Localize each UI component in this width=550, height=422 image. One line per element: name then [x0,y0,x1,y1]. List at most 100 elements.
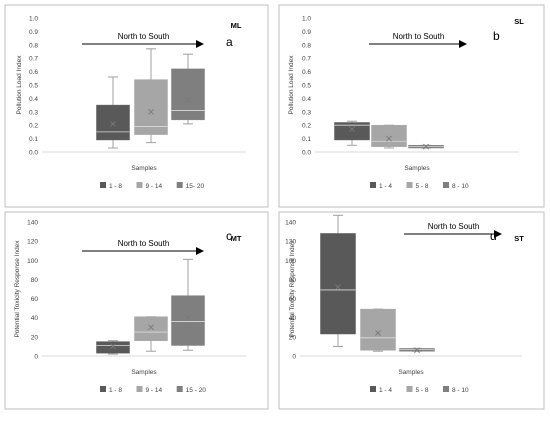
x-axis-title: Samples [131,165,157,172]
legend-swatch [136,182,143,188]
box-iqr [134,79,168,135]
y-axis-title: Potential Toxicity Response Index [14,240,21,338]
panel-code: ST [514,234,524,243]
y-tick-label: 100 [285,258,296,265]
y-tick-label: 1.0 [29,16,38,23]
legend: 1 - 4 5 - 8 8 - 10 [370,182,469,190]
x-axis-title: Samples [398,369,424,376]
legend-label: 15- 20 [186,183,205,190]
panel-code: MT [231,234,242,243]
legend-label: 8 - 10 [452,183,469,190]
legend: 1 - 4 5 - 8 8 - 10 [370,386,469,394]
y-tick-label: 0.6 [302,69,311,76]
panel-frame [278,211,545,410]
panel-letter: b [493,29,500,43]
y-axis-title: Pollution Load Index [288,55,295,115]
box-2 [171,258,205,351]
y-tick-label: 0 [292,354,296,361]
box-iqr [334,122,370,141]
legend-swatch [370,182,376,188]
y-axis-title: Pollution Load Index [16,55,23,115]
box-iqr [96,104,130,141]
legend-label: 1 - 4 [379,387,392,394]
legend: 1 - 8 9 - 14 15 - 20 [100,386,206,394]
y-tick-label: 0.7 [29,56,38,63]
box-iqr [371,124,407,147]
legend-swatch [406,386,413,392]
mean-marker [386,135,392,142]
y-tick-label: 140 [27,220,38,227]
mean-marker [185,314,191,321]
box-iqr [171,68,205,121]
y-tick-label: 0.7 [302,56,311,63]
y-tick-label: 0.3 [302,109,311,116]
y-tick-label: 20 [289,334,297,341]
legend-label: 1 - 4 [379,183,392,190]
chart-panel-a: 0.0 0.1 0.2 0.3 0.4 0.5 0.6 0.7 0.8 0.9 1.0 Polluti… [4,4,269,208]
panel-letter: c [226,229,232,243]
mean-marker [148,324,154,331]
y-tick-label: 120 [285,239,296,246]
box-1 [360,308,396,352]
mean-marker [375,330,381,336]
legend-label: 9 - 14 [146,387,163,394]
y-tick-label: 0.2 [302,123,311,130]
legend-swatch [370,386,376,392]
y-tick-label: 0.6 [29,69,38,76]
legend-swatch [100,182,106,188]
y-tick-label: 40 [289,315,297,322]
legend: 1 - 8 9 - 14 15- 20 [100,182,205,190]
legend-label: 1 - 8 [109,183,122,190]
box-2 [399,347,435,354]
panel-letter: a [226,35,233,49]
y-tick-label: 80 [289,277,297,284]
direction-label: North to South [118,239,170,248]
y-tick-label: 0.3 [29,109,38,116]
y-tick-label: 120 [27,239,38,246]
legend-swatch [100,386,106,392]
y-tick-label: 0.2 [29,123,38,130]
y-tick-label: 1.0 [302,16,311,23]
chart-panel-d: 0 20 40 60 80 100 120 140 Potential Toxicity Res… [278,211,545,410]
mean-marker [185,96,191,103]
x-axis-title: Samples [131,369,157,376]
y-tick-label: 100 [27,258,38,265]
box-0 [320,214,356,347]
direction-label: North to South [393,32,445,41]
legend-label: 15 - 20 [186,387,207,394]
mean-marker [110,120,116,127]
box-1 [134,48,168,144]
direction-label: North to South [118,32,170,41]
y-tick-label: 140 [285,220,296,227]
box-iqr [171,295,205,346]
legend-label: 1 - 8 [109,387,122,394]
direction-label: North to South [428,222,480,231]
mean-marker [414,347,420,354]
box-iqr [320,233,356,335]
legend-label: 8 - 10 [452,387,469,394]
y-tick-label: 0.0 [29,150,38,157]
panel-code: ML [231,21,242,30]
mean-marker [110,343,116,350]
box-0 [96,340,130,355]
mean-marker [335,284,341,291]
y-tick-label: 0.4 [302,96,311,103]
y-axis-title: Potential Toxicity Response Index [289,240,296,338]
mean-marker [423,143,429,150]
panel-frame [4,211,269,410]
box-iqr [360,308,396,351]
y-tick-label: 20 [31,334,39,341]
y-tick-label: 0 [34,354,38,361]
y-tick-label: 0.5 [29,83,38,90]
box-iqr [134,316,168,341]
y-tick-label: 0.4 [29,96,38,103]
legend-label: 9 - 14 [146,183,163,190]
legend-label: 5 - 8 [416,387,429,394]
y-tick-label: 0.8 [29,42,38,49]
legend-swatch [176,182,183,188]
y-tick-label: 60 [289,296,297,303]
box-0 [334,120,370,146]
y-tick-label: 80 [31,277,39,284]
